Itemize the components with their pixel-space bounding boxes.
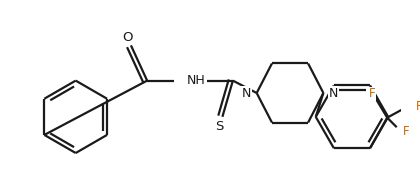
Text: N: N	[329, 86, 339, 100]
Text: NH: NH	[187, 74, 206, 87]
Text: O: O	[122, 31, 132, 44]
Text: S: S	[215, 120, 224, 133]
Text: N: N	[241, 86, 251, 100]
Text: F: F	[369, 87, 375, 100]
Text: F: F	[416, 100, 420, 113]
Text: F: F	[402, 126, 409, 138]
